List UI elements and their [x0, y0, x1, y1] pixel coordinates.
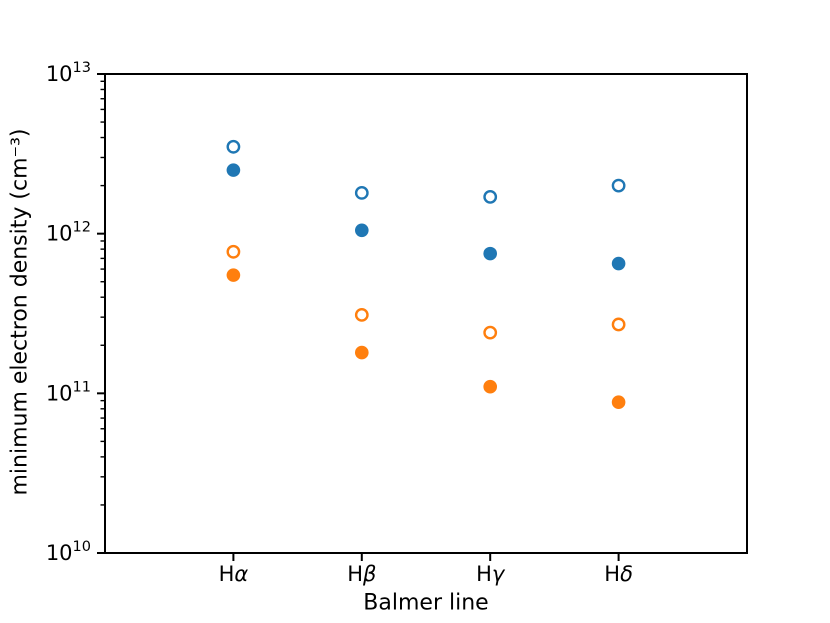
data-point-blue-open-circles-Hδ — [611, 178, 626, 193]
data-point-orange-open-circles-Hβ — [354, 307, 369, 322]
y-tick-label: 1011 — [46, 379, 91, 405]
data-point-blue-open-circles-Hα — [226, 139, 241, 154]
y-axis-label: minimum electron density (cm⁻³) — [7, 128, 33, 496]
data-point-blue-filled-circles-Hα — [226, 163, 241, 177]
data-point-orange-filled-circles-Hβ — [355, 345, 369, 360]
data-point-orange-filled-circles-Hα — [226, 268, 241, 282]
y-tick-label: 1012 — [46, 220, 91, 246]
x-tick-label: Hγ — [476, 562, 506, 586]
axes-box — [104, 73, 748, 554]
x-tick-label: Hδ — [604, 562, 633, 586]
x-tick-label: Hβ — [347, 562, 376, 586]
data-point-orange-filled-circles-Hγ — [483, 379, 498, 394]
data-point-blue-filled-circles-Hγ — [483, 246, 498, 261]
y-tick-label: 1013 — [46, 60, 91, 86]
data-point-orange-open-circles-Hα — [226, 244, 241, 259]
data-point-blue-open-circles-Hβ — [354, 186, 369, 200]
data-point-orange-open-circles-Hγ — [483, 325, 498, 340]
x-axis-label: Balmer line — [363, 590, 489, 616]
data-point-orange-open-circles-Hδ — [611, 317, 626, 332]
data-point-blue-open-circles-Hγ — [483, 189, 498, 204]
data-point-orange-filled-circles-Hδ — [611, 395, 626, 409]
y-tick-label: 1010 — [46, 539, 91, 565]
data-point-blue-filled-circles-Hβ — [355, 223, 369, 238]
x-tick-label: Hα — [219, 562, 249, 586]
data-point-blue-filled-circles-Hδ — [611, 256, 626, 271]
